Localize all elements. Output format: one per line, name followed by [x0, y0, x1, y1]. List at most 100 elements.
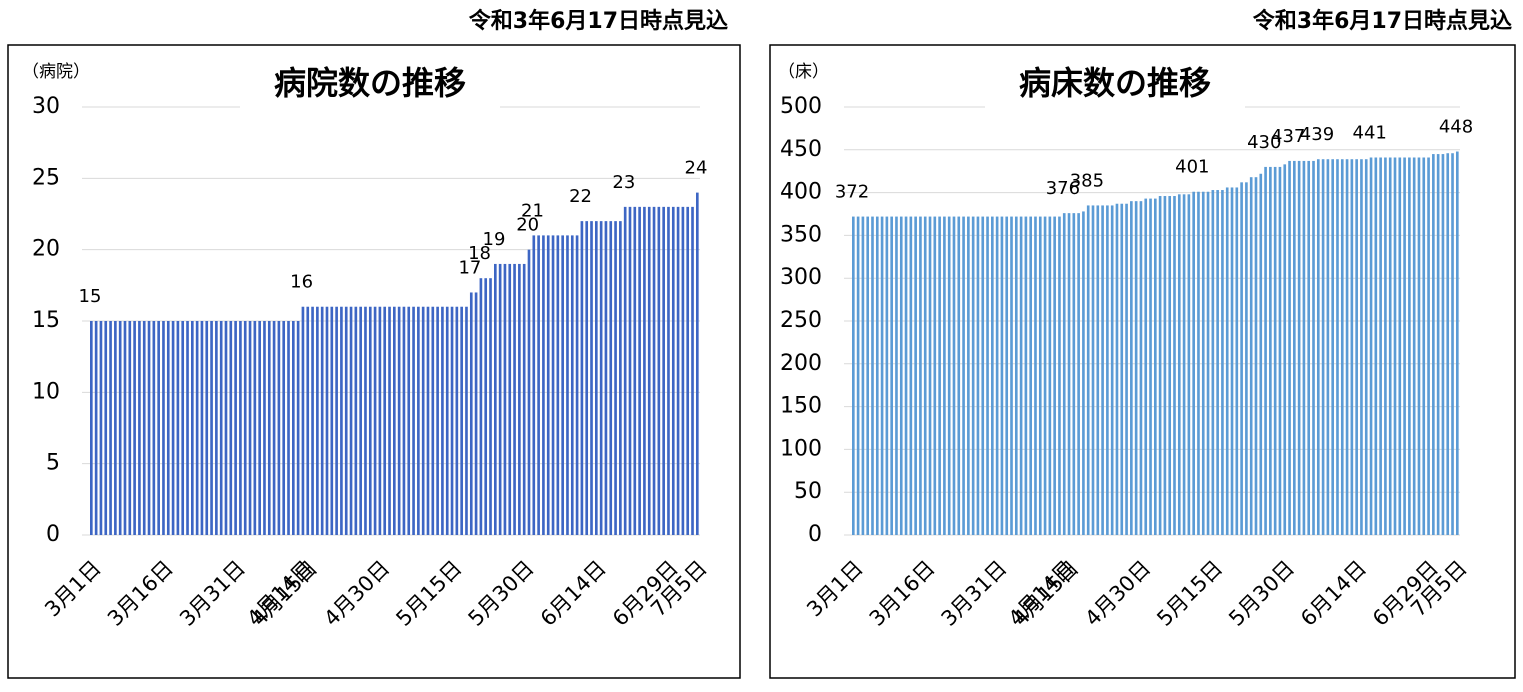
- y-tick-label: 5: [46, 451, 60, 476]
- bar: [162, 321, 165, 535]
- bar: [1293, 160, 1296, 536]
- data-label: 24: [685, 158, 708, 179]
- y-tick-label: 25: [32, 165, 60, 190]
- bar: [1379, 157, 1382, 535]
- bar: [1115, 203, 1119, 535]
- bar: [1393, 157, 1397, 535]
- bar: [1350, 159, 1354, 535]
- bar: [412, 306, 415, 535]
- bar: [311, 306, 314, 535]
- bar: [1125, 203, 1128, 535]
- data-label: 20: [516, 215, 539, 236]
- bar: [296, 321, 300, 535]
- data-label: 21: [521, 200, 544, 221]
- data-label: 15: [79, 286, 102, 307]
- bar: [402, 306, 406, 535]
- bar: [595, 221, 598, 535]
- bar: [1374, 157, 1378, 535]
- bar: [301, 306, 305, 535]
- bar: [450, 306, 454, 535]
- x-tick-label: 6月14日: [1296, 556, 1371, 631]
- y-tick-label: 150: [780, 394, 822, 419]
- bar: [662, 206, 665, 535]
- bar: [1216, 190, 1219, 536]
- bar: [1187, 194, 1191, 535]
- bar: [852, 216, 855, 535]
- bar: [513, 263, 516, 535]
- bar: [667, 206, 670, 535]
- bar: [1067, 213, 1071, 536]
- bar: [909, 216, 913, 535]
- bar: [1264, 166, 1267, 536]
- bar: [166, 321, 170, 535]
- bar: [1240, 182, 1243, 535]
- bar: [638, 206, 641, 535]
- bar: [393, 306, 396, 535]
- bar: [191, 321, 194, 535]
- bar: [186, 321, 189, 535]
- bar: [94, 321, 98, 535]
- bar: [1077, 213, 1080, 536]
- bar: [890, 216, 893, 535]
- bar: [417, 306, 420, 535]
- bar: [142, 321, 146, 535]
- bar: [1355, 159, 1358, 535]
- bar: [171, 321, 175, 535]
- bar: [349, 306, 353, 535]
- y-tick-label: 200: [780, 351, 822, 376]
- bar: [971, 216, 975, 535]
- x-tick-label: 4月30日: [319, 556, 394, 631]
- bar: [542, 235, 545, 535]
- bar: [928, 216, 932, 535]
- bar: [1086, 205, 1090, 535]
- bar: [234, 321, 237, 535]
- bar: [880, 216, 884, 535]
- bar: [1316, 159, 1320, 535]
- x-tick-label: 5月30日: [464, 556, 539, 631]
- bar: [474, 292, 478, 535]
- bar: [1384, 157, 1387, 535]
- y-tick-label: 100: [780, 436, 822, 461]
- bar: [147, 321, 151, 535]
- x-tick-label: 3月1日: [802, 556, 868, 622]
- x-tick-label: 3月16日: [103, 556, 178, 631]
- bar: [1019, 216, 1023, 535]
- x-tick-label: 3月16日: [865, 556, 940, 631]
- bar: [1278, 166, 1282, 536]
- bar: [1441, 154, 1445, 535]
- bar: [1283, 164, 1287, 536]
- title-background: [240, 62, 500, 108]
- bar: [652, 206, 656, 535]
- bar: [1168, 196, 1172, 536]
- bar: [378, 306, 382, 535]
- unit-label: （床）: [778, 62, 829, 82]
- bar: [619, 221, 622, 535]
- x-tick-label: 6月14日: [536, 556, 611, 631]
- bar: [277, 321, 281, 535]
- data-label: 18: [468, 243, 491, 264]
- bar: [1360, 159, 1363, 535]
- data-label: 401: [1175, 157, 1209, 178]
- bar: [923, 216, 927, 535]
- bar: [340, 306, 343, 535]
- bar: [407, 306, 411, 535]
- bar: [128, 321, 132, 535]
- bar: [1297, 160, 1301, 536]
- bar: [861, 216, 865, 535]
- bar: [1201, 191, 1205, 535]
- note: 令和3年6月17日時点見込: [1253, 8, 1512, 34]
- bar: [1340, 159, 1344, 535]
- bar: [229, 321, 233, 535]
- bar: [647, 206, 651, 535]
- bar: [243, 321, 247, 535]
- bar: [1331, 159, 1335, 535]
- bar: [210, 321, 213, 535]
- note: 令和3年6月17日時点見込: [469, 8, 728, 34]
- bar: [633, 206, 637, 535]
- bar: [508, 263, 512, 535]
- bar: [104, 321, 108, 535]
- data-label: 385: [1070, 170, 1104, 191]
- x-tick-label: 3月31日: [175, 556, 250, 631]
- bar: [109, 321, 112, 535]
- bar: [1436, 154, 1440, 535]
